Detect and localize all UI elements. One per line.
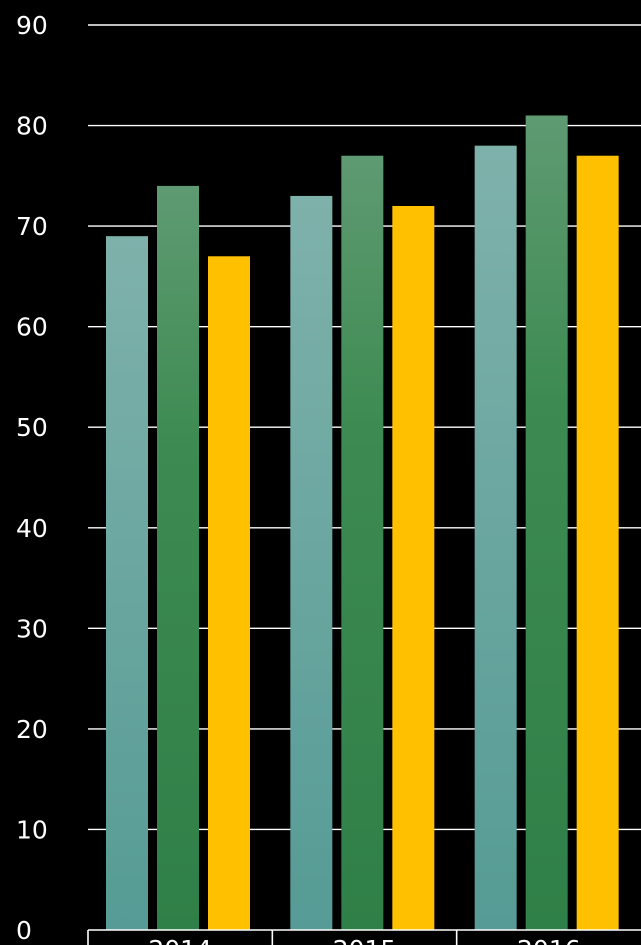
bar-2016-series-3 xyxy=(576,155,619,930)
bar-2014-series-2 xyxy=(157,185,199,930)
bar-2015-series-3 xyxy=(392,206,435,930)
bar-2016-series-1 xyxy=(474,145,517,930)
bar-2016-series-2 xyxy=(525,115,568,930)
bar-2014-series-3 xyxy=(208,256,250,930)
y-tick-label: 40 xyxy=(16,514,48,543)
bars xyxy=(106,115,619,930)
x-tick-label: 2015 xyxy=(333,935,397,945)
y-tick-label: 60 xyxy=(16,313,48,342)
y-axis: 0 10 20 30 40 50 60 70 80 90 xyxy=(16,11,48,945)
y-tick-label: 70 xyxy=(16,212,48,241)
bar-2015-series-2 xyxy=(341,155,384,930)
x-tick-label: 2014 xyxy=(148,935,212,945)
y-tick-label: 0 xyxy=(16,916,32,945)
x-tick-label: 2016 xyxy=(517,935,581,945)
bar-2014-series-1 xyxy=(106,236,148,930)
y-tick-label: 50 xyxy=(16,413,48,442)
y-tick-label: 20 xyxy=(16,715,48,744)
x-axis: 2014 2015 2016 xyxy=(87,929,641,945)
y-tick-label: 30 xyxy=(16,614,48,643)
y-tick-label: 80 xyxy=(16,112,48,141)
bar-2015-series-1 xyxy=(290,195,333,930)
y-tick-label: 10 xyxy=(16,815,48,844)
y-tick-label: 90 xyxy=(16,11,48,40)
